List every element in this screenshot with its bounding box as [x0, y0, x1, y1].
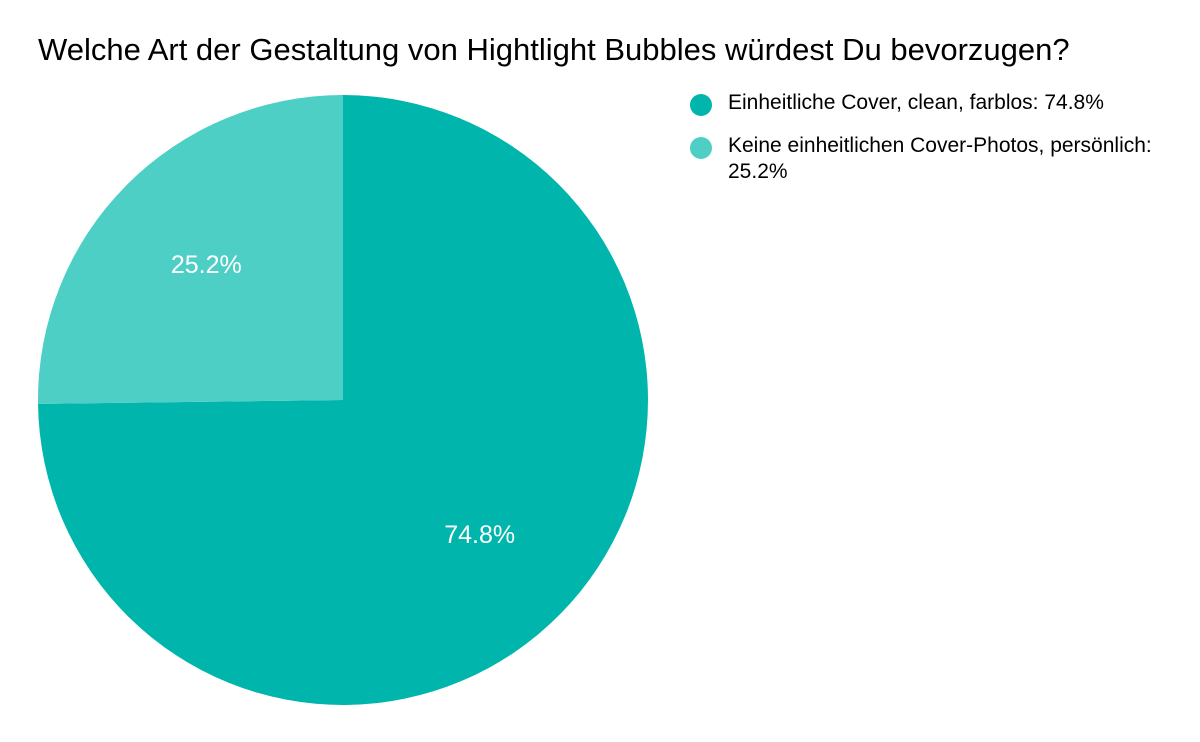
legend-swatch-einheitliche-cover [690, 94, 712, 116]
pie-slice-keine-einheitlichen-cover[interactable] [37, 95, 343, 404]
legend-item-keine-einheitlichen-cover[interactable]: Keine einheitlichen Cover-Photos, persön… [690, 133, 1180, 185]
data-label-einheitliche-cover: 74.8% [444, 521, 515, 549]
pie-slice-einheitliche-cover[interactable] [38, 95, 648, 705]
legend-label-einheitliche-cover: Einheitliche Cover, clean, farblos: 74.8… [728, 91, 1104, 114]
legend-swatch-keine-einheitlichen-cover [690, 137, 712, 159]
pie-labels: 74.8% 25.2% [171, 251, 515, 549]
legend-label-keine-einheitlichen-cover: Keine einheitlichen Cover-Photos, persön… [728, 134, 1152, 183]
pie-slices [37, 95, 648, 705]
chart-title: Welche Art der Gestaltung von Hightlight… [38, 32, 1070, 67]
legend: Einheitliche Cover, clean, farblos: 74.8… [690, 90, 1180, 202]
data-label-keine-einheitlichen-cover: 25.2% [171, 251, 242, 279]
legend-item-einheitliche-cover[interactable]: Einheitliche Cover, clean, farblos: 74.8… [690, 90, 1180, 116]
